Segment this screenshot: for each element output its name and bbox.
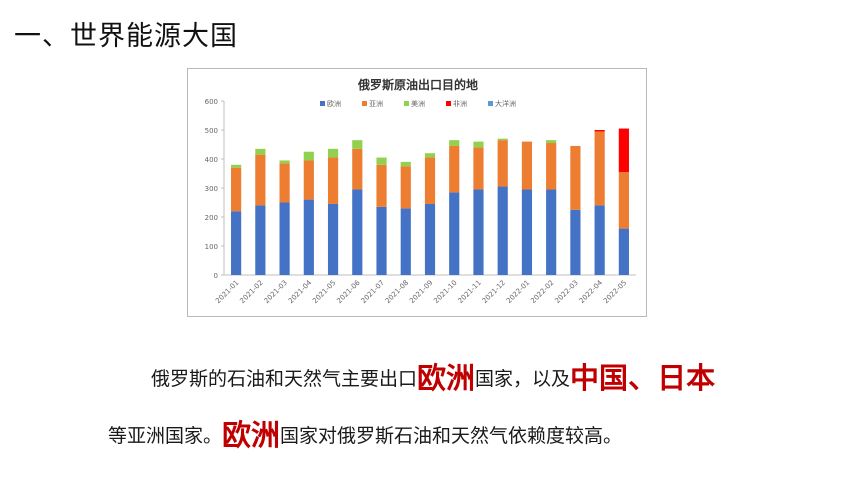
bar-segment-欧洲 (231, 211, 242, 275)
legend-label: 亚洲 (369, 100, 383, 108)
bar-segment-亚洲 (618, 172, 629, 229)
bar-segment-美洲 (255, 148, 266, 155)
bar-segment-欧洲 (279, 202, 290, 275)
bar-segment-欧洲 (327, 203, 339, 275)
y-tick-label: 100 (205, 243, 218, 251)
bar-segment-欧洲 (570, 209, 581, 275)
chart-title: 俄罗斯原油出口目的地 (357, 77, 478, 92)
legend-label: 大洋洲 (495, 99, 516, 108)
legend-label: 非洲 (453, 99, 467, 108)
x-tick-label: 2022-03 (553, 279, 579, 305)
bar-segment-亚洲 (497, 140, 508, 187)
bar-segment-非洲 (594, 130, 605, 132)
x-tick-label: 2021-05 (311, 279, 337, 305)
bar-segment-美洲 (497, 138, 508, 141)
bar-segment-亚洲 (449, 145, 460, 193)
bar-segment-欧洲 (255, 205, 266, 275)
x-tick-label: 2021-01 (214, 279, 240, 305)
y-tick-label: 400 (205, 156, 218, 164)
bar-segment-欧洲 (352, 189, 363, 275)
x-tick-label: 2021-08 (384, 279, 410, 305)
bar-segment-亚洲 (521, 141, 533, 190)
paragraph-1: 俄罗斯的石油和天然气主要出口欧洲国家，以及中国、日本 (151, 355, 715, 397)
bar-segment-亚洲 (400, 166, 411, 209)
x-tick-label: 2022-04 (578, 278, 605, 305)
bar-segment-欧洲 (521, 189, 533, 275)
bar-segment-美洲 (473, 141, 484, 148)
x-tick-label: 2021-03 (263, 279, 289, 305)
y-tick-label: 300 (205, 185, 218, 193)
bar-segment-欧洲 (376, 206, 387, 275)
legend-swatch (320, 101, 325, 106)
bar-segment-欧洲 (618, 228, 629, 275)
bar-segment-美洲 (303, 151, 314, 161)
bar-segment-欧洲 (449, 192, 460, 275)
bar-segment-亚洲 (255, 154, 266, 206)
x-tick-label: 2021-06 (335, 278, 362, 305)
y-tick-label: 500 (205, 127, 218, 135)
legend-swatch (446, 101, 451, 106)
bar-segment-欧洲 (546, 189, 557, 275)
bar-segment-美洲 (546, 140, 557, 144)
bar-segment-亚洲 (473, 147, 484, 190)
bar-segment-亚洲 (352, 148, 363, 190)
p1-highlight-japan: 日本 (657, 361, 716, 395)
bar-segment-美洲 (400, 161, 411, 167)
bar-segment-亚洲 (594, 131, 605, 206)
slide-title: 一、世界能源大国 (14, 21, 238, 52)
x-tick-label: 2021-02 (238, 279, 264, 305)
bar-segment-亚洲 (327, 157, 339, 204)
p1-highlight-comma: 、 (628, 361, 658, 395)
bar-segment-欧洲 (424, 203, 436, 275)
bar-segment-非洲 (618, 128, 629, 173)
p1-text-a: 俄罗斯的石油和天然气主要出口 (151, 368, 418, 390)
x-tick-label: 2021-09 (408, 279, 434, 305)
bar-segment-欧洲 (594, 205, 605, 275)
p1-highlight-china: 中国 (570, 361, 629, 395)
p2-text-b: 国家对俄罗斯石油和天然气依赖度较高。 (280, 425, 623, 447)
bar-segment-亚洲 (570, 145, 581, 210)
x-tick-label: 2022-05 (602, 279, 628, 305)
bar-segment-亚洲 (303, 160, 314, 200)
y-tick-label: 600 (205, 98, 218, 106)
bar-segment-美洲 (424, 153, 436, 158)
legend-swatch (404, 101, 409, 106)
p1-highlight-europe: 欧洲 (417, 361, 476, 395)
bar-segment-亚洲 (231, 167, 242, 212)
bar-segment-欧洲 (303, 199, 314, 275)
legend-label: 欧洲 (327, 99, 341, 108)
bar-segment-亚洲 (279, 163, 290, 203)
legend-label: 美洲 (411, 99, 425, 108)
bar-segment-亚洲 (424, 157, 436, 204)
paragraph-2: 等亚洲国家。欧洲国家对俄罗斯石油和天然气依赖度较高。 (108, 412, 622, 454)
p2-text-a: 等亚洲国家。 (108, 425, 223, 447)
bar-segment-欧洲 (400, 208, 411, 275)
x-tick-label: 2021-11 (457, 279, 483, 305)
bar-segment-亚洲 (546, 143, 557, 190)
bar-segment-亚洲 (376, 164, 387, 207)
chart-frame: 俄罗斯原油出口目的地欧洲 亚洲 美洲 非洲 大洋洲 0 100 200 300 400 500 600… (187, 68, 647, 317)
x-tick-label: 2022-01 (505, 279, 531, 305)
bar-segment-美洲 (376, 157, 387, 165)
bar-segment-欧洲 (497, 186, 508, 275)
p1-text-b: 国家，以及 (475, 368, 571, 390)
bar-segment-美洲 (449, 140, 460, 146)
bar-segment-美洲 (352, 140, 363, 149)
bar-segment-美洲 (279, 160, 290, 164)
bar-segment-欧洲 (473, 189, 484, 275)
y-tick-label: 200 (205, 214, 218, 222)
p2-highlight-europe: 欧洲 (222, 418, 281, 452)
x-tick-label: 2021-10 (432, 279, 458, 305)
x-tick-label: 2022-02 (529, 279, 555, 305)
legend-swatch (362, 101, 367, 106)
x-tick-label: 2021-12 (481, 279, 507, 305)
x-tick-label: 2021-04 (287, 278, 314, 305)
bar-segment-美洲 (231, 164, 242, 168)
y-tick-label: 0 (214, 272, 218, 280)
x-tick-label: 2021-07 (360, 279, 386, 305)
bar-segment-美洲 (327, 148, 339, 158)
legend-swatch (488, 101, 493, 106)
